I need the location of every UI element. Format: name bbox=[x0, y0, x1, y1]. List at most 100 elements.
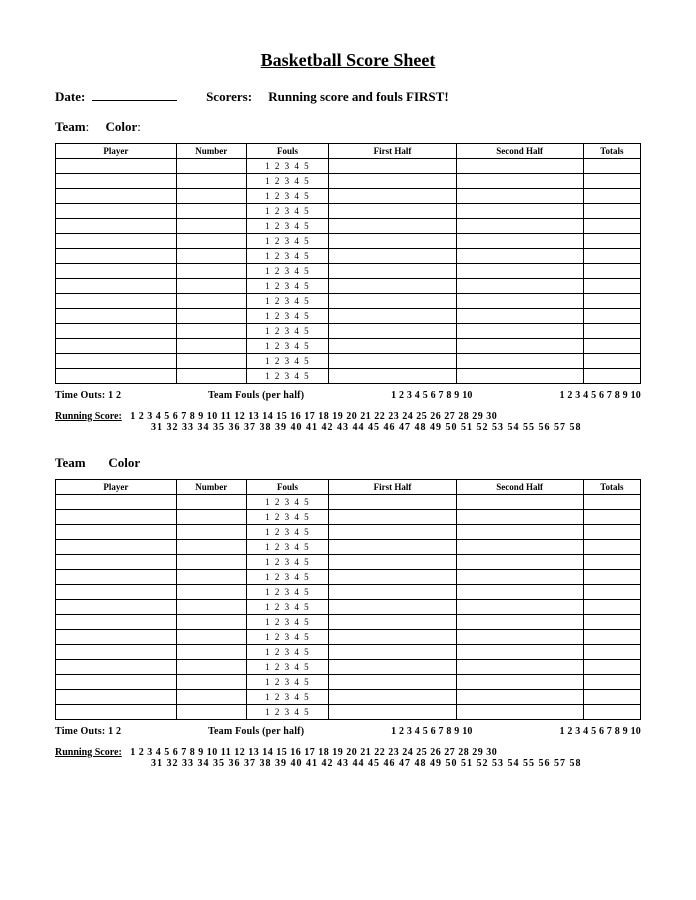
empty-cell[interactable] bbox=[329, 204, 456, 219]
empty-cell[interactable] bbox=[56, 540, 177, 555]
empty-cell[interactable] bbox=[176, 585, 246, 600]
fouls-cell[interactable]: 1 2 3 4 5 bbox=[246, 615, 329, 630]
empty-cell[interactable] bbox=[56, 510, 177, 525]
empty-cell[interactable] bbox=[56, 219, 177, 234]
empty-cell[interactable] bbox=[176, 555, 246, 570]
fouls-cell[interactable]: 1 2 3 4 5 bbox=[246, 525, 329, 540]
fouls-cell[interactable]: 1 2 3 4 5 bbox=[246, 189, 329, 204]
empty-cell[interactable] bbox=[56, 525, 177, 540]
empty-cell[interactable] bbox=[456, 264, 583, 279]
empty-cell[interactable] bbox=[456, 309, 583, 324]
empty-cell[interactable] bbox=[583, 309, 640, 324]
fouls-cell[interactable]: 1 2 3 4 5 bbox=[246, 645, 329, 660]
empty-cell[interactable] bbox=[56, 339, 177, 354]
empty-cell[interactable] bbox=[329, 630, 456, 645]
empty-cell[interactable] bbox=[456, 204, 583, 219]
empty-cell[interactable] bbox=[56, 354, 177, 369]
empty-cell[interactable] bbox=[329, 309, 456, 324]
empty-cell[interactable] bbox=[583, 540, 640, 555]
empty-cell[interactable] bbox=[56, 615, 177, 630]
empty-cell[interactable] bbox=[583, 495, 640, 510]
empty-cell[interactable] bbox=[583, 690, 640, 705]
empty-cell[interactable] bbox=[56, 690, 177, 705]
empty-cell[interactable] bbox=[329, 585, 456, 600]
empty-cell[interactable] bbox=[456, 369, 583, 384]
empty-cell[interactable] bbox=[56, 570, 177, 585]
empty-cell[interactable] bbox=[56, 159, 177, 174]
empty-cell[interactable] bbox=[583, 174, 640, 189]
empty-cell[interactable] bbox=[176, 369, 246, 384]
empty-cell[interactable] bbox=[176, 615, 246, 630]
fouls-cell[interactable]: 1 2 3 4 5 bbox=[246, 279, 329, 294]
empty-cell[interactable] bbox=[456, 189, 583, 204]
empty-cell[interactable] bbox=[329, 324, 456, 339]
empty-cell[interactable] bbox=[56, 294, 177, 309]
empty-cell[interactable] bbox=[56, 249, 177, 264]
empty-cell[interactable] bbox=[583, 630, 640, 645]
fouls-cell[interactable]: 1 2 3 4 5 bbox=[246, 294, 329, 309]
fouls-cell[interactable]: 1 2 3 4 5 bbox=[246, 354, 329, 369]
empty-cell[interactable] bbox=[456, 219, 583, 234]
empty-cell[interactable] bbox=[176, 234, 246, 249]
empty-cell[interactable] bbox=[583, 159, 640, 174]
empty-cell[interactable] bbox=[456, 630, 583, 645]
empty-cell[interactable] bbox=[176, 279, 246, 294]
empty-cell[interactable] bbox=[583, 189, 640, 204]
empty-cell[interactable] bbox=[56, 705, 177, 720]
empty-cell[interactable] bbox=[329, 219, 456, 234]
empty-cell[interactable] bbox=[329, 525, 456, 540]
empty-cell[interactable] bbox=[583, 525, 640, 540]
empty-cell[interactable] bbox=[176, 705, 246, 720]
fouls-cell[interactable]: 1 2 3 4 5 bbox=[246, 540, 329, 555]
empty-cell[interactable] bbox=[56, 234, 177, 249]
empty-cell[interactable] bbox=[176, 690, 246, 705]
empty-cell[interactable] bbox=[583, 705, 640, 720]
empty-cell[interactable] bbox=[329, 174, 456, 189]
empty-cell[interactable] bbox=[456, 660, 583, 675]
fouls-cell[interactable]: 1 2 3 4 5 bbox=[246, 675, 329, 690]
empty-cell[interactable] bbox=[329, 279, 456, 294]
empty-cell[interactable] bbox=[176, 630, 246, 645]
fouls-cell[interactable]: 1 2 3 4 5 bbox=[246, 309, 329, 324]
fouls-cell[interactable]: 1 2 3 4 5 bbox=[246, 570, 329, 585]
empty-cell[interactable] bbox=[329, 264, 456, 279]
fouls-cell[interactable]: 1 2 3 4 5 bbox=[246, 705, 329, 720]
fouls-cell[interactable]: 1 2 3 4 5 bbox=[246, 174, 329, 189]
empty-cell[interactable] bbox=[456, 615, 583, 630]
empty-cell[interactable] bbox=[583, 234, 640, 249]
empty-cell[interactable] bbox=[456, 339, 583, 354]
empty-cell[interactable] bbox=[56, 555, 177, 570]
fouls-cell[interactable]: 1 2 3 4 5 bbox=[246, 339, 329, 354]
empty-cell[interactable] bbox=[583, 585, 640, 600]
empty-cell[interactable] bbox=[583, 324, 640, 339]
empty-cell[interactable] bbox=[329, 600, 456, 615]
empty-cell[interactable] bbox=[456, 249, 583, 264]
empty-cell[interactable] bbox=[329, 339, 456, 354]
fouls-cell[interactable]: 1 2 3 4 5 bbox=[246, 510, 329, 525]
empty-cell[interactable] bbox=[329, 249, 456, 264]
empty-cell[interactable] bbox=[329, 540, 456, 555]
empty-cell[interactable] bbox=[176, 525, 246, 540]
empty-cell[interactable] bbox=[56, 189, 177, 204]
fouls-cell[interactable]: 1 2 3 4 5 bbox=[246, 249, 329, 264]
empty-cell[interactable] bbox=[583, 555, 640, 570]
empty-cell[interactable] bbox=[583, 219, 640, 234]
empty-cell[interactable] bbox=[56, 660, 177, 675]
empty-cell[interactable] bbox=[176, 159, 246, 174]
fouls-cell[interactable]: 1 2 3 4 5 bbox=[246, 204, 329, 219]
fouls-cell[interactable]: 1 2 3 4 5 bbox=[246, 369, 329, 384]
empty-cell[interactable] bbox=[329, 705, 456, 720]
empty-cell[interactable] bbox=[176, 309, 246, 324]
empty-cell[interactable] bbox=[456, 234, 583, 249]
empty-cell[interactable] bbox=[176, 600, 246, 615]
empty-cell[interactable] bbox=[176, 660, 246, 675]
fouls-cell[interactable]: 1 2 3 4 5 bbox=[246, 159, 329, 174]
empty-cell[interactable] bbox=[456, 294, 583, 309]
date-blank[interactable] bbox=[92, 100, 177, 101]
empty-cell[interactable] bbox=[56, 369, 177, 384]
empty-cell[interactable] bbox=[583, 279, 640, 294]
empty-cell[interactable] bbox=[176, 249, 246, 264]
empty-cell[interactable] bbox=[583, 675, 640, 690]
empty-cell[interactable] bbox=[329, 369, 456, 384]
empty-cell[interactable] bbox=[176, 324, 246, 339]
